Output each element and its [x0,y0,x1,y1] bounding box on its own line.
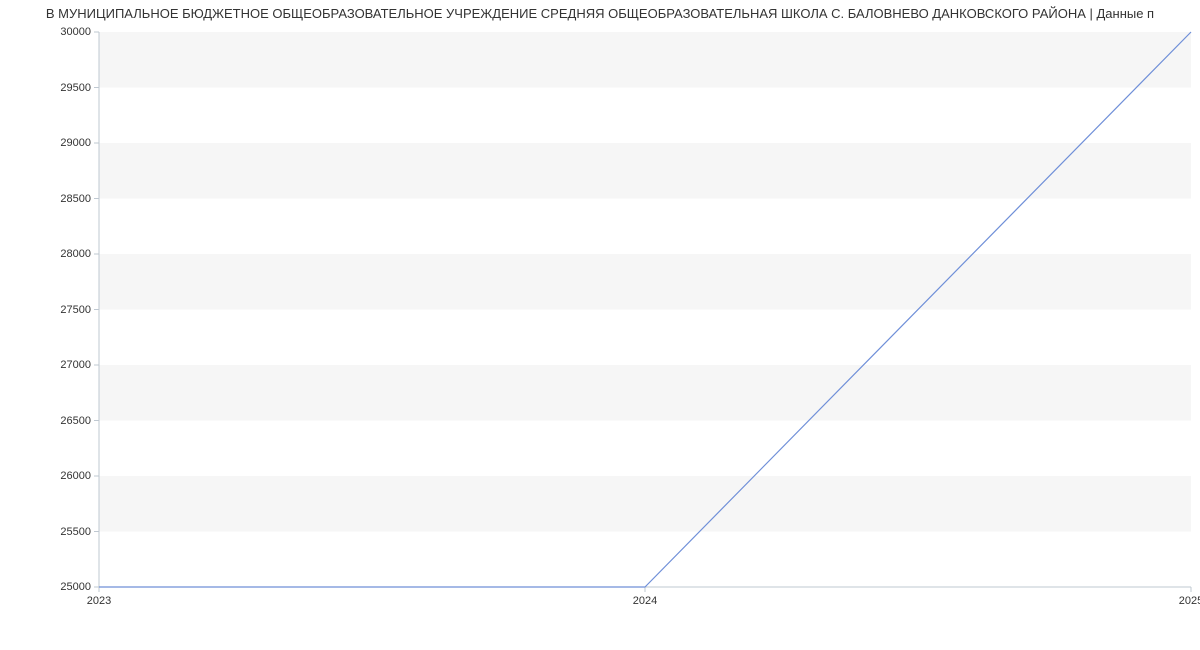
chart-container: В МУНИЦИПАЛЬНОЕ БЮДЖЕТНОЕ ОБЩЕОБРАЗОВАТЕ… [0,0,1200,650]
x-tick-label: 2025 [1179,595,1200,607]
x-tick-label: 2023 [87,595,111,607]
y-tick-label: 26500 [31,415,91,427]
y-tick-label: 26000 [31,470,91,482]
y-tick-label: 28500 [31,193,91,205]
y-tick-label: 27500 [31,304,91,316]
y-tick-label: 25500 [31,526,91,538]
y-tick-label: 28000 [31,248,91,260]
chart-plot [99,32,1191,587]
chart-title: В МУНИЦИПАЛЬНОЕ БЮДЖЕТНОЕ ОБЩЕОБРАЗОВАТЕ… [0,6,1200,21]
y-tick-label: 30000 [31,26,91,38]
y-tick-label: 29000 [31,137,91,149]
y-tick-label: 25000 [31,581,91,593]
y-tick-label: 29500 [31,82,91,94]
x-tick-label: 2024 [633,595,657,607]
y-tick-label: 27000 [31,359,91,371]
